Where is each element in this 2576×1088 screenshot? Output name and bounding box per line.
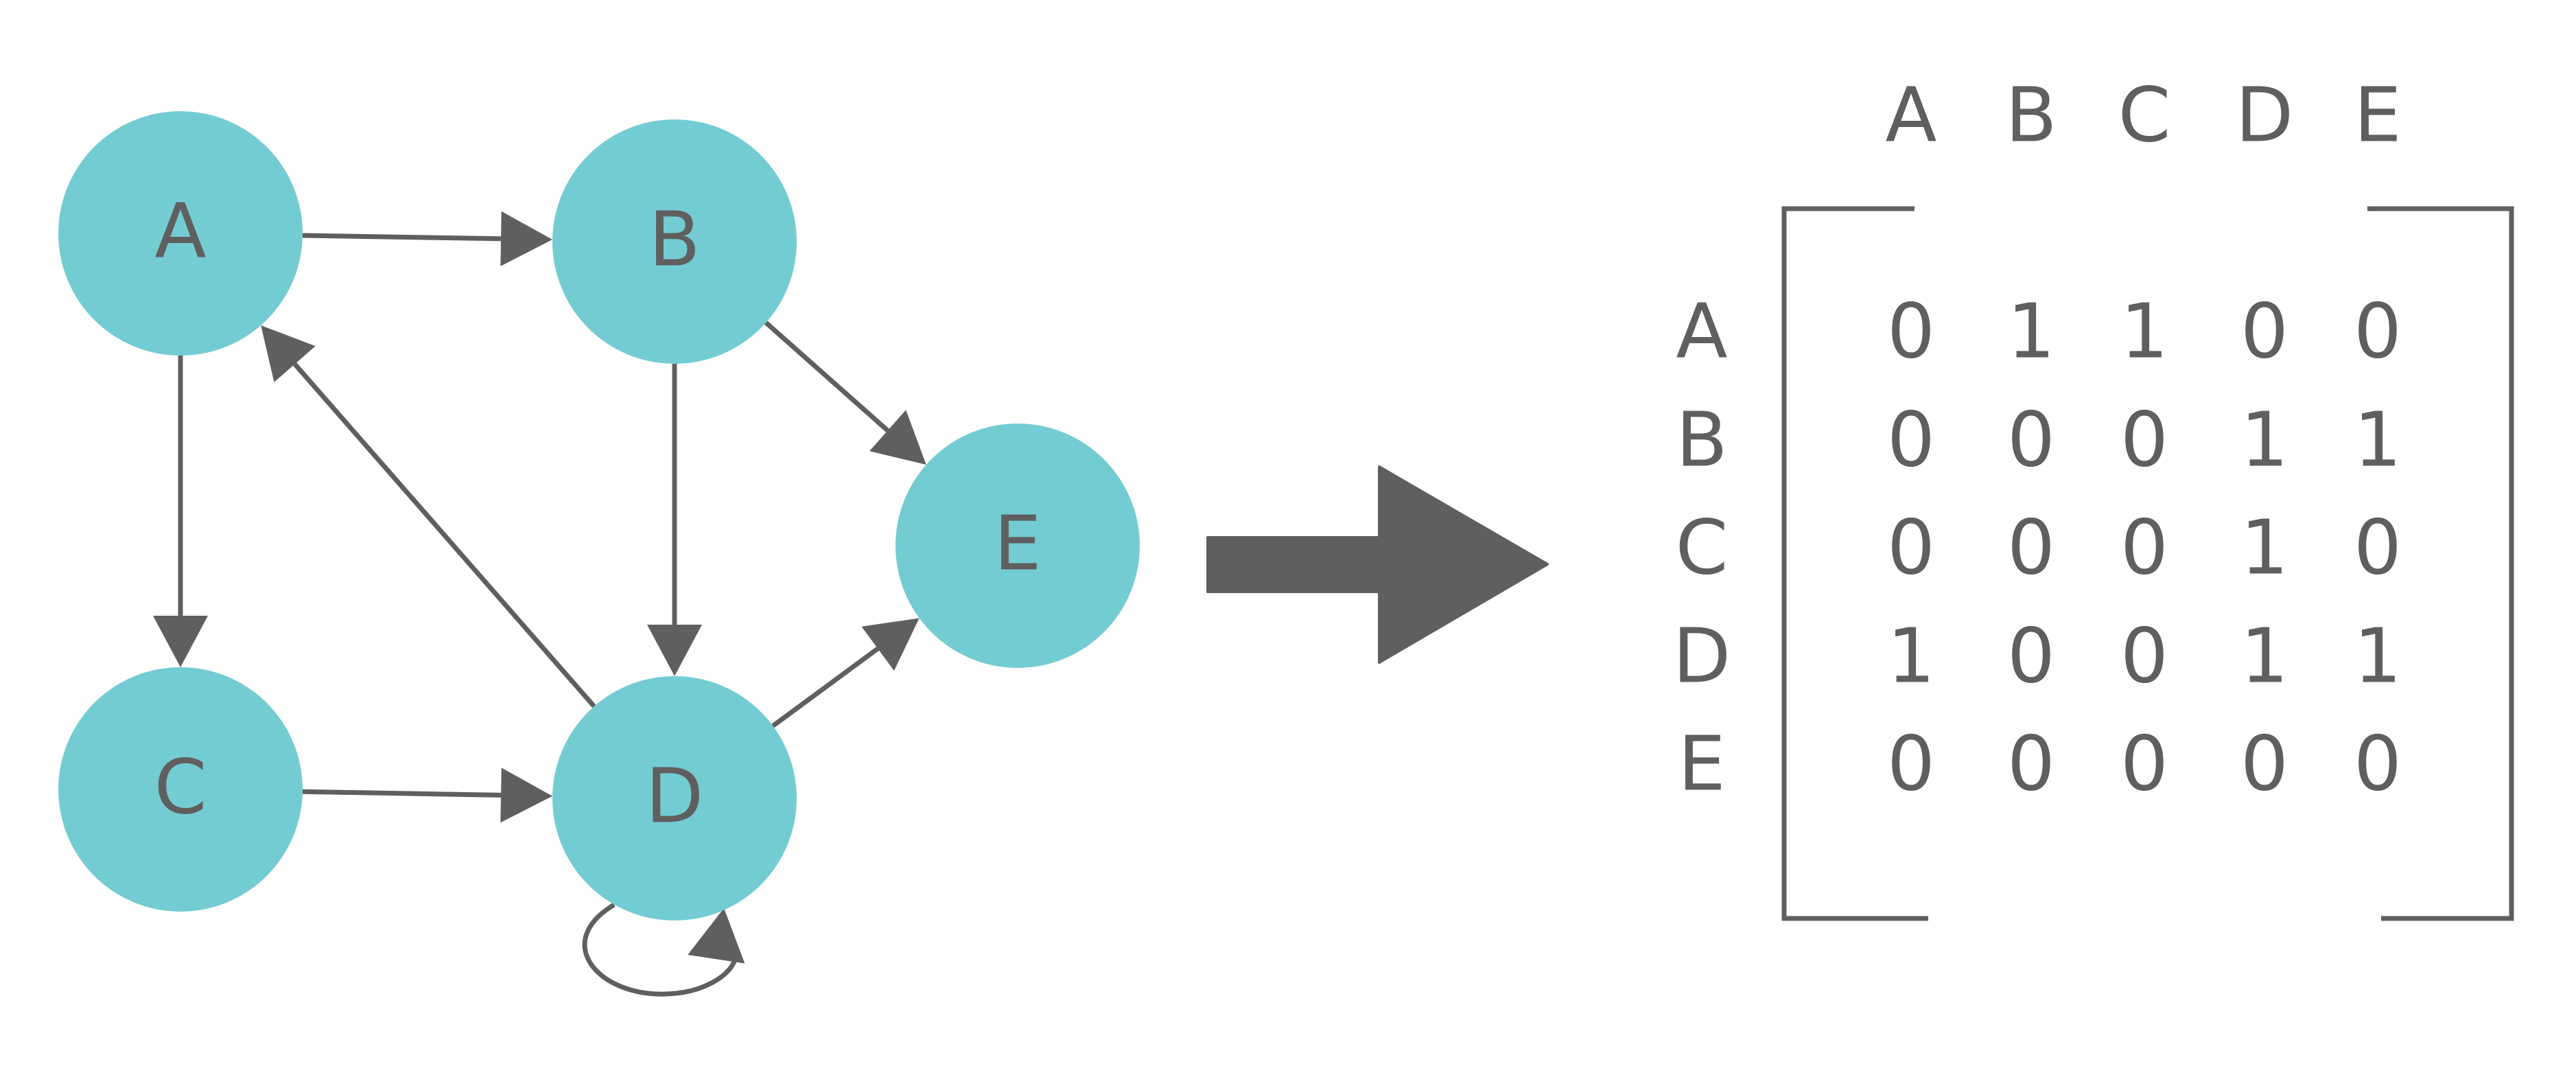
column-header: A xyxy=(1885,71,1936,159)
edge-d-to-e xyxy=(771,618,920,728)
node-circle xyxy=(552,676,797,921)
arrow-head xyxy=(869,410,926,465)
column-header: D xyxy=(2236,71,2294,159)
matrix-cell: 0 xyxy=(2120,503,2168,591)
edge-d-to-d xyxy=(582,902,745,997)
matrix-cell: 1 xyxy=(2120,287,2168,375)
matrix-cell: 1 xyxy=(2354,612,2402,699)
edge-d-to-a xyxy=(261,325,596,708)
matrix-cell: 0 xyxy=(2120,612,2168,699)
node-circle xyxy=(58,111,303,356)
edge-b-to-d xyxy=(647,364,702,676)
matrix-cell: 1 xyxy=(2240,612,2288,699)
matrix-bracket-right xyxy=(2367,206,2514,921)
edge-line xyxy=(292,362,596,708)
matrix-cell: 1 xyxy=(2354,395,2402,483)
node-label: D xyxy=(646,752,704,840)
node-d: D xyxy=(552,676,797,921)
node-label: C xyxy=(154,743,207,831)
matrix-cells: 0 1 1 0 00 0 0 1 10 0 0 1 01 0 0 1 10 0 0 0 0 xyxy=(1887,287,2402,807)
edge-a-to-b xyxy=(302,211,553,266)
arrow-head xyxy=(647,625,702,676)
matrix-cell: 0 xyxy=(1887,395,1935,483)
matrix-cell: 0 xyxy=(2007,503,2055,591)
matrix-cell: 1 xyxy=(2240,395,2288,483)
edge-line xyxy=(771,647,880,728)
self-loop-line xyxy=(582,902,738,997)
edge-a-to-c xyxy=(153,356,208,667)
node-e: E xyxy=(895,424,1140,668)
edge-c-to-d xyxy=(302,767,553,823)
matrix-cell: 0 xyxy=(2007,719,2055,807)
matrix-cell: 0 xyxy=(2120,395,2168,483)
matrix-cell: 1 xyxy=(2007,287,2055,375)
graph-edges xyxy=(153,211,926,997)
arrow-head xyxy=(261,325,316,382)
node-label: B xyxy=(648,195,700,283)
column-header: E xyxy=(2354,71,2402,159)
right-arrow-icon xyxy=(1206,465,1549,664)
arrow-head xyxy=(153,616,208,667)
row-header: C xyxy=(1676,503,1729,591)
column-header: C xyxy=(2118,71,2171,159)
matrix-cell: 0 xyxy=(1887,503,1935,591)
matrix-cell: 0 xyxy=(2120,719,2168,807)
edge-line xyxy=(764,321,889,432)
node-b: B xyxy=(552,119,797,364)
row-header: E xyxy=(1678,719,1726,807)
edge-b-to-e xyxy=(764,321,926,465)
arrow-head xyxy=(688,908,745,964)
matrix-cell: 0 xyxy=(2007,395,2055,483)
matrix-cell: 0 xyxy=(2354,719,2402,807)
node-circle xyxy=(895,424,1140,668)
matrix-bracket-left xyxy=(1781,206,1928,921)
row-header: D xyxy=(1673,612,1731,699)
row-header: B xyxy=(1676,395,1727,483)
node-circle xyxy=(58,667,303,912)
node-circle xyxy=(552,119,797,364)
node-label: A xyxy=(154,187,206,275)
arrow-head xyxy=(500,767,553,823)
matrix-cell: 0 xyxy=(1887,719,1935,807)
row-header: A xyxy=(1676,287,1727,375)
graph-nodes: A B C D E xyxy=(58,111,1140,921)
node-c: C xyxy=(58,667,303,912)
matrix-cell: 0 xyxy=(1887,287,1935,375)
matrix-cell: 1 xyxy=(1887,612,1935,699)
matrix-cell: 0 xyxy=(2240,719,2288,807)
node-a: A xyxy=(58,111,303,356)
arrow-head xyxy=(500,211,553,266)
edge-line xyxy=(302,233,502,242)
matrix-cell: 0 xyxy=(2354,503,2402,591)
arrow-head xyxy=(861,618,920,671)
matrix-cell: 0 xyxy=(2007,612,2055,699)
matrix-cell: 0 xyxy=(2354,287,2402,375)
matrix-cell: 1 xyxy=(2240,503,2288,591)
matrix-cell: 0 xyxy=(2240,287,2288,375)
node-label: E xyxy=(994,499,1042,587)
column-header: B xyxy=(2005,71,2057,159)
edge-line xyxy=(302,789,502,798)
